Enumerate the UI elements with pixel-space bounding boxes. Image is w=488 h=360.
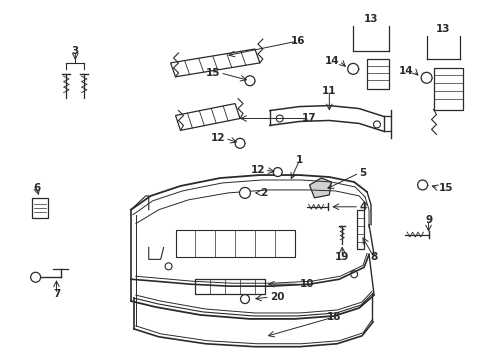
- Text: 8: 8: [369, 252, 377, 262]
- Polygon shape: [309, 178, 331, 198]
- Text: 7: 7: [53, 289, 60, 299]
- Text: 11: 11: [322, 86, 336, 96]
- Text: 15: 15: [205, 68, 220, 78]
- Text: 5: 5: [358, 168, 366, 178]
- Circle shape: [239, 188, 250, 198]
- Bar: [433, 68, 462, 109]
- Circle shape: [420, 72, 431, 83]
- Text: 3: 3: [72, 46, 79, 56]
- Text: 10: 10: [299, 279, 313, 289]
- Circle shape: [244, 76, 254, 86]
- Polygon shape: [175, 104, 240, 130]
- Text: 1: 1: [295, 155, 303, 165]
- Text: 20: 20: [269, 292, 284, 302]
- Text: 17: 17: [302, 113, 316, 123]
- Bar: [356, 210, 364, 249]
- Text: 16: 16: [290, 36, 304, 46]
- Text: 9: 9: [424, 215, 431, 225]
- Text: 12: 12: [210, 133, 224, 143]
- Text: 6: 6: [33, 183, 40, 193]
- Text: 19: 19: [334, 252, 349, 262]
- Text: 13: 13: [363, 14, 378, 24]
- Bar: [195, 279, 264, 294]
- Text: 14: 14: [324, 56, 339, 66]
- Text: 2: 2: [259, 188, 266, 198]
- Text: 14: 14: [398, 66, 413, 76]
- Circle shape: [417, 180, 427, 190]
- Text: 12: 12: [250, 165, 264, 175]
- Text: 4: 4: [358, 202, 366, 212]
- Bar: [366, 59, 388, 89]
- Text: 15: 15: [438, 183, 452, 193]
- Circle shape: [347, 63, 358, 74]
- Bar: [32, 198, 47, 218]
- Bar: [175, 230, 294, 257]
- Text: 13: 13: [435, 24, 450, 34]
- Text: 18: 18: [326, 312, 341, 322]
- Circle shape: [240, 294, 249, 303]
- Circle shape: [273, 168, 282, 176]
- Circle shape: [235, 138, 244, 148]
- Polygon shape: [170, 49, 259, 77]
